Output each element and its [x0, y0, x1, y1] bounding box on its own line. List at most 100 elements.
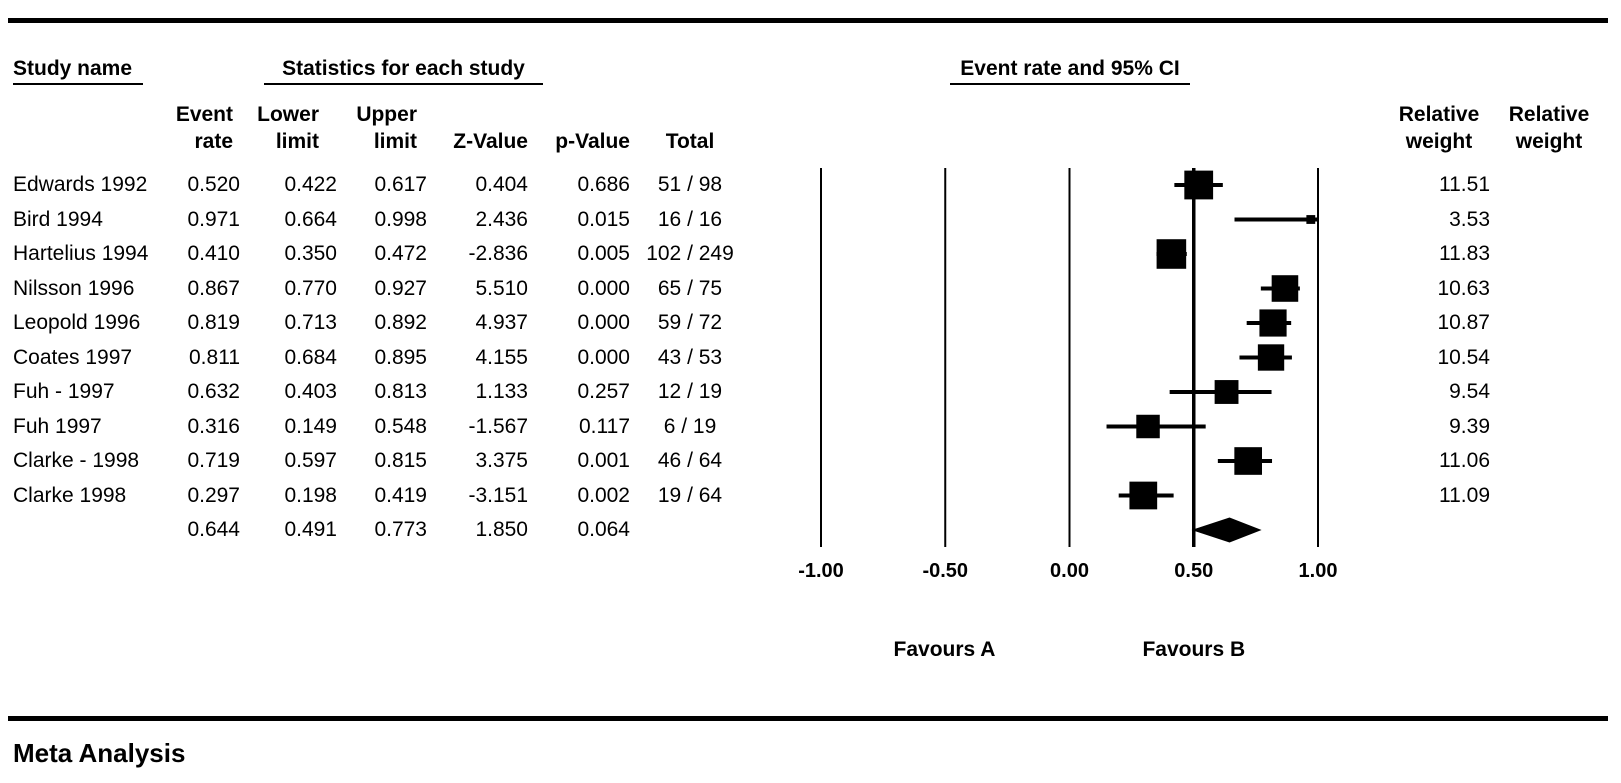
- study-name-cell: Nilsson 1996: [13, 276, 135, 300]
- favours-b-label: Favours B: [1142, 638, 1245, 661]
- upper-limit-cell: 0.548: [374, 414, 427, 438]
- p-value-cell: 0.015: [577, 207, 630, 231]
- upper-limit-cell: 0.813: [374, 380, 427, 403]
- point-estimate-square: [1271, 275, 1299, 302]
- upper-limit-cell: 0.892: [374, 311, 427, 334]
- table-row: Fuh - 1997 0.632 0.403 0.813 1.133 0.257…: [0, 375, 1621, 409]
- p-value-cell: 0.000: [577, 311, 630, 334]
- point-estimate-square: [1156, 239, 1187, 269]
- total-cell: 102 / 249: [646, 242, 734, 265]
- total-cell: 65 / 75: [657, 276, 723, 300]
- column-header-p-value: p-Value: [555, 130, 630, 153]
- upper-limit-cell: 0.617: [374, 173, 427, 196]
- table-row: Clarke - 1998 0.719 0.597 0.815 3.375 0.…: [0, 444, 1621, 478]
- x-tick-label: 0.00: [1050, 560, 1089, 582]
- p-value-cell: 0.000: [577, 276, 630, 300]
- column-header-upper-limit: Upper limit: [356, 103, 417, 153]
- lower-limit-cell: 0.491: [284, 518, 337, 541]
- relative-weight-cell: 9.54: [1449, 380, 1490, 403]
- relative-weight-cell: 9.39: [1449, 414, 1490, 438]
- z-value-cell: 3.375: [475, 449, 528, 472]
- lower-limit-cell: 0.664: [284, 207, 337, 231]
- event-rate-cell: 0.297: [187, 483, 240, 507]
- z-value-cell: 2.436: [475, 207, 528, 231]
- upper-limit-cell: 0.927: [374, 276, 427, 300]
- total-cell: 59 / 72: [657, 311, 723, 334]
- lower-limit-cell: 0.597: [284, 449, 337, 472]
- relative-weight-cell: 3.53: [1449, 207, 1490, 231]
- point-estimate-square: [1129, 481, 1158, 510]
- upper-limit-cell: 0.998: [374, 207, 427, 231]
- column-header-relative-weight: Relative weight: [1398, 103, 1480, 153]
- total-cell: 51 / 98: [657, 173, 723, 196]
- relative-weight-cell: 11.83: [1439, 242, 1490, 265]
- relative-weight-cell: 11.09: [1439, 483, 1490, 507]
- point-estimate-square: [1259, 309, 1287, 337]
- table-row: 0.644 0.491 0.773 1.850 0.064: [0, 513, 1621, 547]
- total-cell: 43 / 53: [657, 345, 723, 369]
- z-value-cell: 1.133: [475, 380, 528, 403]
- study-name-cell: Clarke 1998: [13, 483, 127, 507]
- p-value-cell: 0.064: [577, 518, 630, 541]
- event-rate-cell: 0.632: [187, 380, 240, 403]
- event-rate-cell: 0.971: [187, 207, 240, 231]
- p-value-cell: 0.686: [577, 173, 630, 196]
- lower-limit-cell: 0.350: [284, 242, 337, 265]
- z-value-cell: 0.404: [475, 173, 528, 196]
- relative-weight-cell: 11.51: [1439, 173, 1490, 196]
- table-row: Hartelius 1994 0.410 0.350 0.472 -2.836 …: [0, 237, 1621, 271]
- event-rate-cell: 0.316: [187, 414, 240, 438]
- z-value-cell: -3.151: [468, 483, 528, 507]
- p-value-cell: 0.000: [577, 345, 630, 369]
- total-cell: 19 / 64: [657, 483, 723, 507]
- event-rate-ci-header: Event rate and 95% CI: [950, 57, 1190, 85]
- lower-limit-cell: 0.713: [284, 311, 337, 334]
- p-value-cell: 0.002: [577, 483, 630, 507]
- point-estimate-square: [1234, 447, 1262, 475]
- point-estimate-square: [1257, 344, 1285, 371]
- z-value-cell: 4.155: [475, 345, 528, 369]
- study-name-cell: Fuh 1997: [13, 414, 102, 438]
- study-name-cell: Bird 1994: [13, 207, 103, 231]
- table-row: Edwards 1992 0.520 0.422 0.617 0.404 0.6…: [0, 168, 1621, 202]
- z-value-cell: 1.850: [475, 518, 528, 541]
- total-cell: 16 / 16: [657, 207, 723, 231]
- study-name-cell: Hartelius 1994: [13, 242, 149, 265]
- x-tick-label: 0.50: [1174, 560, 1213, 582]
- study-name-cell: Coates 1997: [13, 345, 133, 369]
- study-name-header: Study name: [13, 57, 143, 85]
- p-value-cell: 0.257: [577, 380, 630, 403]
- relative-weight-cell: 10.54: [1437, 345, 1490, 369]
- z-value-cell: 5.510: [475, 276, 528, 300]
- x-tick-label: -0.50: [922, 560, 968, 582]
- lower-limit-cell: 0.422: [284, 173, 337, 196]
- total-cell: 6 / 19: [663, 414, 717, 438]
- upper-limit-cell: 0.472: [374, 242, 427, 265]
- point-estimate-square: [1214, 380, 1239, 404]
- total-cell: 46 / 64: [657, 449, 723, 472]
- p-value-cell: 0.001: [577, 449, 630, 472]
- table-row: Leopold 1996 0.819 0.713 0.892 4.937 0.0…: [0, 306, 1621, 340]
- lower-limit-cell: 0.403: [284, 380, 337, 403]
- table-row: Coates 1997 0.811 0.684 0.895 4.155 0.00…: [0, 341, 1621, 375]
- point-estimate-square: [1136, 414, 1160, 439]
- event-rate-cell: 0.811: [189, 345, 240, 369]
- x-tick-label: -1.00: [798, 560, 844, 582]
- figure-title: Meta Analysis: [13, 738, 186, 768]
- table-row: Bird 1994 0.971 0.664 0.998 2.436 0.015 …: [0, 203, 1621, 237]
- statistics-header: Statistics for each study: [264, 57, 543, 85]
- relative-weight-cell: 10.63: [1437, 276, 1490, 300]
- point-estimate-square: [1184, 170, 1214, 200]
- table-row: Clarke 1998 0.297 0.198 0.419 -3.151 0.0…: [0, 479, 1621, 513]
- table-row: Nilsson 1996 0.867 0.770 0.927 5.510 0.0…: [0, 272, 1621, 306]
- event-rate-cell: 0.867: [187, 276, 240, 300]
- p-value-cell: 0.117: [579, 414, 630, 438]
- event-rate-cell: 0.819: [187, 311, 240, 334]
- relative-weight-cell: 11.06: [1439, 449, 1490, 472]
- lower-limit-cell: 0.684: [284, 345, 337, 369]
- total-cell: 12 / 19: [657, 380, 723, 403]
- column-header-event-rate: Event rate: [175, 103, 233, 153]
- table-row: Fuh 1997 0.316 0.149 0.548 -1.567 0.117 …: [0, 410, 1621, 444]
